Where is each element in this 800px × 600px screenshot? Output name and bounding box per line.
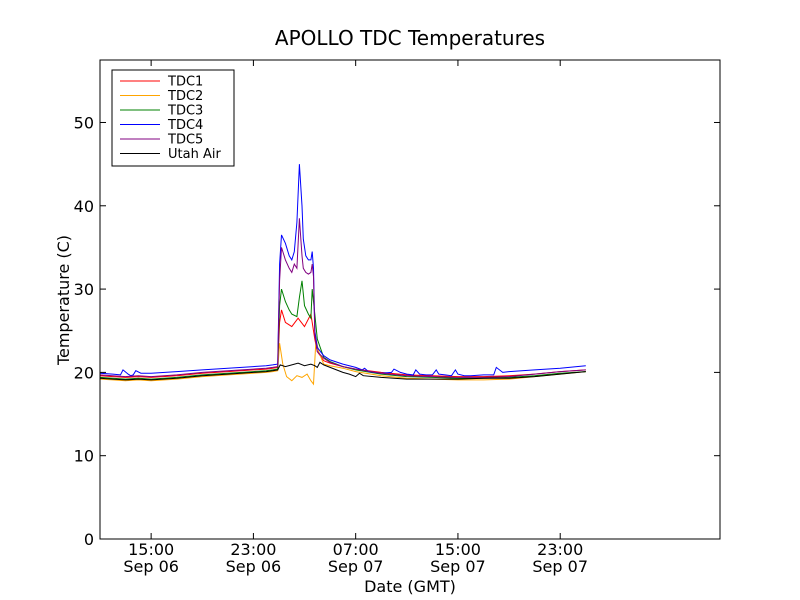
y-tick-label: 30 bbox=[74, 280, 94, 299]
series-line-tdc3 bbox=[99, 280, 586, 380]
x-axis-label: Date (GMT) bbox=[364, 577, 456, 596]
legend-label: TDC1 bbox=[167, 75, 203, 90]
series-line-utah-air bbox=[99, 361, 586, 381]
y-tick-label: 20 bbox=[74, 363, 94, 382]
x-tick-label-time: 23:00 bbox=[537, 540, 583, 559]
y-tick-label: 40 bbox=[74, 197, 94, 216]
series-line-tdc4 bbox=[99, 164, 586, 377]
y-axis: 0 10 20 30 40 50 bbox=[74, 113, 720, 549]
series-line-tdc1 bbox=[99, 309, 586, 378]
legend-box bbox=[111, 69, 235, 167]
y-tick-label: 10 bbox=[74, 447, 94, 466]
x-tick-label-date: Sep 07 bbox=[532, 557, 588, 576]
plot-lines bbox=[99, 164, 586, 386]
x-tick-label-time: 07:00 bbox=[333, 540, 379, 559]
legend-label: TDC2 bbox=[167, 89, 203, 104]
legend-label: Utah Air bbox=[168, 147, 221, 162]
y-tick-label: 0 bbox=[84, 530, 94, 549]
y-tick-label: 50 bbox=[74, 113, 94, 132]
x-tick-label-time: 15:00 bbox=[435, 540, 481, 559]
x-tick-label-date: Sep 06 bbox=[123, 557, 179, 576]
x-tick-label-date: Sep 07 bbox=[328, 557, 384, 576]
y-axis-label: Temperature (C) bbox=[54, 235, 73, 366]
x-tick-label-time: 23:00 bbox=[230, 540, 276, 559]
legend-label: TDC3 bbox=[167, 104, 203, 119]
series-line-tdc5 bbox=[99, 218, 586, 378]
plot-frame bbox=[99, 59, 721, 540]
x-tick-label-date: Sep 06 bbox=[226, 557, 282, 576]
legend-label: TDC4 bbox=[167, 118, 203, 133]
chart-title: APOLLO TDC Temperatures bbox=[275, 26, 545, 50]
x-tick-label-time: 15:00 bbox=[128, 540, 174, 559]
x-tick-label-date: Sep 07 bbox=[430, 557, 486, 576]
legend-label: TDC5 bbox=[167, 133, 203, 148]
